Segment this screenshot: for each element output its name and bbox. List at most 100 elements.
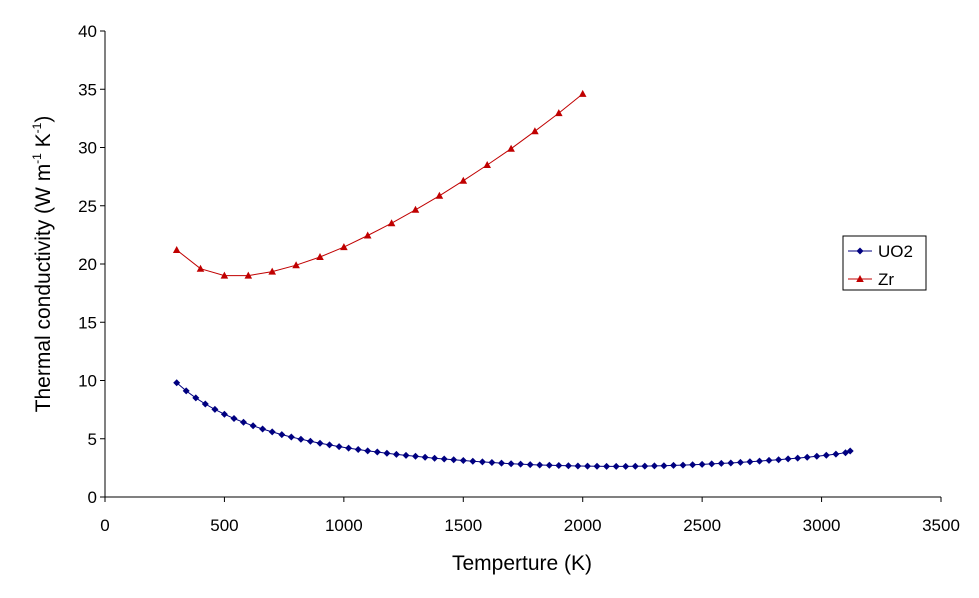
data-point-uo2 — [259, 425, 267, 433]
data-point-uo2 — [536, 461, 544, 469]
data-point-uo2 — [612, 462, 620, 470]
data-point-uo2 — [507, 460, 515, 468]
data-point-uo2 — [354, 446, 362, 453]
data-point-uo2 — [383, 449, 391, 457]
data-point-uo2 — [846, 447, 854, 455]
data-point-uo2 — [297, 435, 305, 443]
x-tick-label: 3500 — [922, 516, 960, 535]
legend-uo2-label: UO2 — [878, 242, 913, 261]
data-point-uo2 — [631, 462, 639, 470]
series-group — [172, 89, 854, 470]
data-point-uo2 — [584, 462, 591, 470]
data-point-uo2 — [392, 450, 400, 458]
series-line-zr — [176, 93, 584, 277]
data-point-uo2 — [268, 428, 276, 436]
data-point-uo2 — [650, 462, 658, 470]
data-point-uo2 — [431, 454, 439, 462]
data-point-zr — [531, 127, 539, 135]
series-zr — [172, 89, 587, 279]
data-point-uo2 — [201, 400, 209, 408]
data-point-uo2 — [784, 455, 792, 463]
data-point-uo2 — [345, 444, 353, 452]
y-tick-label: 25 — [78, 197, 97, 216]
data-point-zr — [244, 271, 253, 279]
data-point-uo2 — [822, 451, 830, 459]
data-point-uo2 — [689, 461, 697, 469]
data-point-uo2 — [698, 460, 706, 468]
data-point-uo2 — [756, 457, 763, 465]
data-point-uo2 — [220, 410, 228, 418]
data-point-uo2 — [306, 437, 314, 445]
y-axis-title-exp1: -1 — [30, 153, 44, 164]
y-tick-label: 20 — [78, 255, 97, 274]
data-point-uo2 — [603, 462, 611, 470]
x-tick-label: 2000 — [564, 516, 602, 535]
data-point-zr — [411, 205, 420, 213]
y-tick-label: 15 — [78, 313, 97, 332]
y-axis-title-end: ) — [32, 116, 55, 123]
data-point-zr — [578, 89, 587, 97]
data-point-uo2 — [211, 405, 219, 413]
legend-zr-marker — [856, 275, 864, 282]
data-point-uo2 — [794, 454, 802, 462]
data-point-uo2 — [230, 415, 238, 422]
data-point-uo2 — [182, 387, 190, 395]
data-point-zr — [507, 144, 515, 152]
data-point-uo2 — [670, 461, 677, 469]
y-tick-label: 10 — [78, 372, 97, 391]
data-point-zr — [435, 191, 444, 199]
x-tick-label: 1000 — [325, 516, 363, 535]
data-point-uo2 — [717, 459, 725, 467]
series-uo2 — [173, 379, 854, 470]
data-point-uo2 — [622, 462, 630, 470]
data-point-uo2 — [679, 461, 687, 469]
data-point-uo2 — [574, 462, 582, 470]
y-tick-label: 30 — [78, 139, 97, 158]
x-tick-label: 3000 — [803, 516, 841, 535]
legend-item-uo2: UO2 — [848, 242, 913, 261]
data-point-uo2 — [440, 455, 448, 463]
data-point-zr — [483, 161, 491, 168]
data-point-zr — [172, 246, 181, 253]
data-point-zr — [268, 267, 276, 275]
y-axis-title-mid: K — [32, 133, 55, 153]
x-ticks: 0 500 1000 1500 2000 2500 3000 3500 — [100, 497, 960, 535]
data-point-zr — [459, 176, 468, 184]
data-point-uo2 — [765, 456, 773, 464]
y-axis-title-base: Thermal conductivity (W m — [32, 164, 55, 413]
data-point-zr — [363, 231, 372, 239]
data-point-uo2 — [660, 462, 668, 470]
legend: UO2 Zr — [842, 235, 927, 291]
x-axis-title: Temperture (K) — [452, 552, 592, 575]
data-point-zr — [387, 219, 396, 227]
data-point-uo2 — [402, 451, 410, 459]
data-point-uo2 — [326, 441, 333, 449]
data-point-uo2 — [746, 458, 754, 466]
data-point-uo2 — [240, 418, 247, 426]
data-point-uo2 — [287, 433, 295, 441]
data-point-uo2 — [450, 456, 458, 464]
axes — [104, 31, 941, 498]
data-point-uo2 — [421, 453, 429, 461]
data-point-zr — [196, 264, 205, 272]
legend-item-zr: Zr — [848, 270, 894, 289]
data-point-zr — [555, 109, 563, 117]
data-point-uo2 — [364, 447, 372, 455]
data-point-uo2 — [736, 458, 744, 466]
data-point-uo2 — [727, 459, 735, 467]
data-point-zr — [292, 261, 300, 269]
data-point-uo2 — [498, 459, 505, 467]
data-point-uo2 — [564, 462, 572, 470]
data-point-uo2 — [803, 453, 811, 461]
data-point-uo2 — [316, 439, 324, 447]
data-point-zr — [220, 271, 229, 279]
y-axis-title-exp2: -1 — [30, 122, 44, 133]
y-tick-label: 40 — [78, 22, 97, 41]
data-point-uo2 — [555, 462, 563, 469]
y-tick-label: 35 — [78, 80, 97, 99]
data-point-uo2 — [478, 458, 486, 466]
data-point-uo2 — [593, 462, 601, 470]
data-point-uo2 — [775, 456, 783, 464]
x-tick-label: 0 — [100, 516, 109, 535]
